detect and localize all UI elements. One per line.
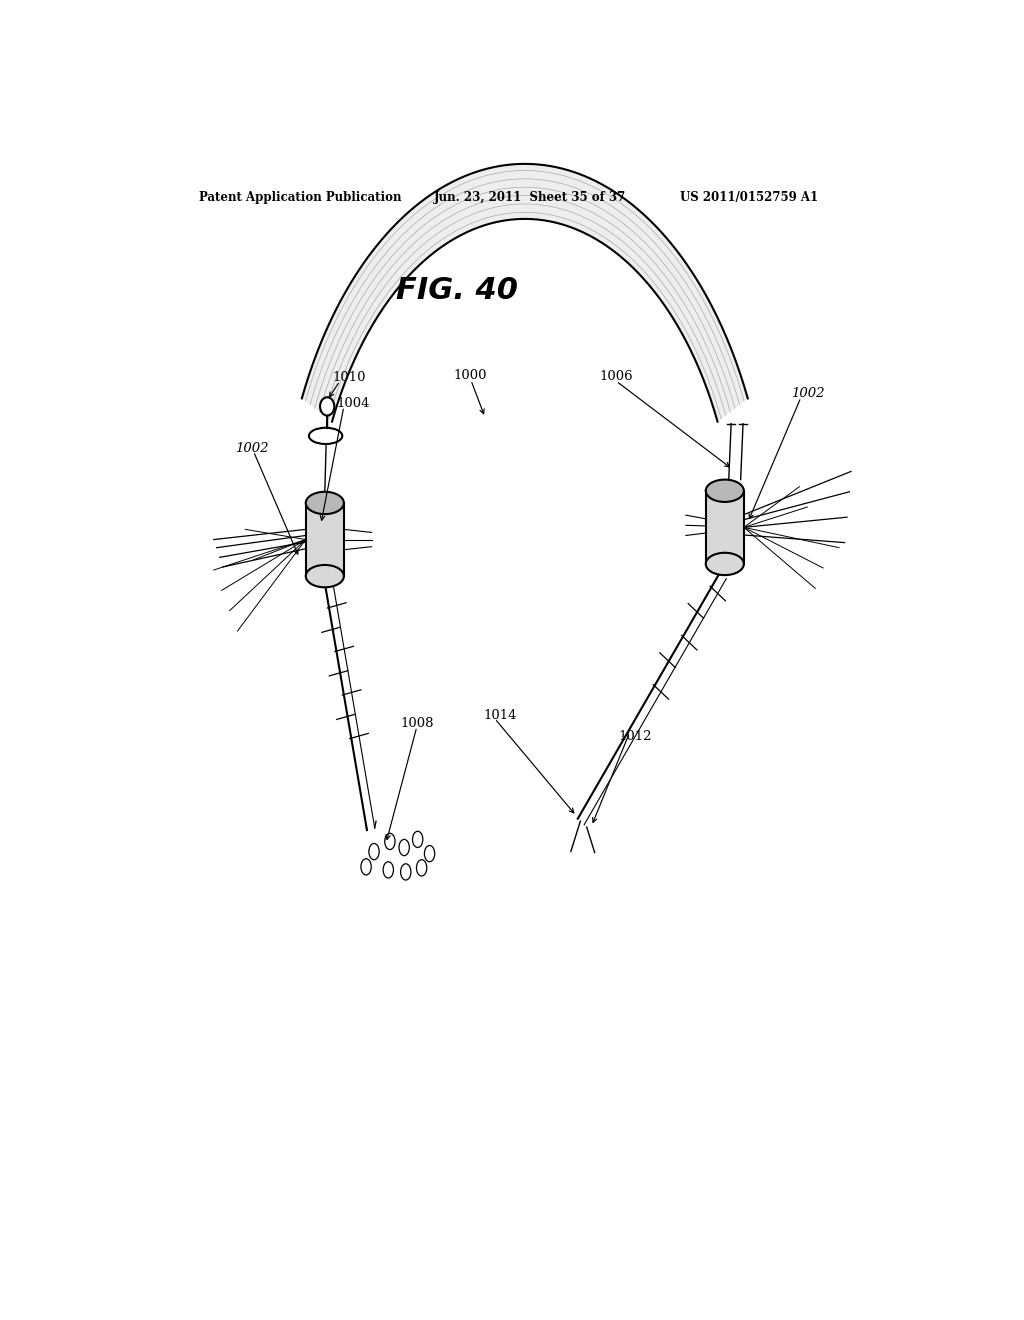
- Ellipse shape: [400, 863, 411, 880]
- Ellipse shape: [399, 840, 410, 855]
- Text: 1004: 1004: [337, 397, 371, 409]
- Text: Patent Application Publication: Patent Application Publication: [200, 190, 402, 203]
- Text: 1010: 1010: [333, 371, 367, 384]
- Ellipse shape: [706, 479, 743, 502]
- Text: 1012: 1012: [618, 730, 652, 743]
- Ellipse shape: [306, 492, 344, 515]
- Ellipse shape: [309, 428, 342, 444]
- Ellipse shape: [360, 859, 372, 875]
- Text: 1002: 1002: [792, 387, 825, 400]
- Ellipse shape: [424, 846, 435, 862]
- Text: Jun. 23, 2011  Sheet 35 of 37: Jun. 23, 2011 Sheet 35 of 37: [433, 190, 626, 203]
- Text: FIG. 40: FIG. 40: [396, 276, 518, 305]
- Polygon shape: [302, 164, 748, 421]
- Ellipse shape: [369, 843, 379, 859]
- Text: 1002: 1002: [236, 442, 268, 454]
- Text: 1000: 1000: [454, 370, 486, 383]
- Ellipse shape: [706, 553, 743, 576]
- Ellipse shape: [417, 859, 427, 876]
- Text: 1006: 1006: [599, 371, 633, 383]
- Ellipse shape: [306, 565, 344, 587]
- Ellipse shape: [413, 832, 423, 847]
- Polygon shape: [306, 503, 344, 576]
- Polygon shape: [706, 491, 743, 564]
- Text: 1008: 1008: [400, 717, 434, 730]
- Ellipse shape: [385, 833, 395, 850]
- Circle shape: [321, 397, 334, 416]
- Text: 1014: 1014: [483, 709, 517, 722]
- Ellipse shape: [383, 862, 393, 878]
- Text: US 2011/0152759 A1: US 2011/0152759 A1: [680, 190, 818, 203]
